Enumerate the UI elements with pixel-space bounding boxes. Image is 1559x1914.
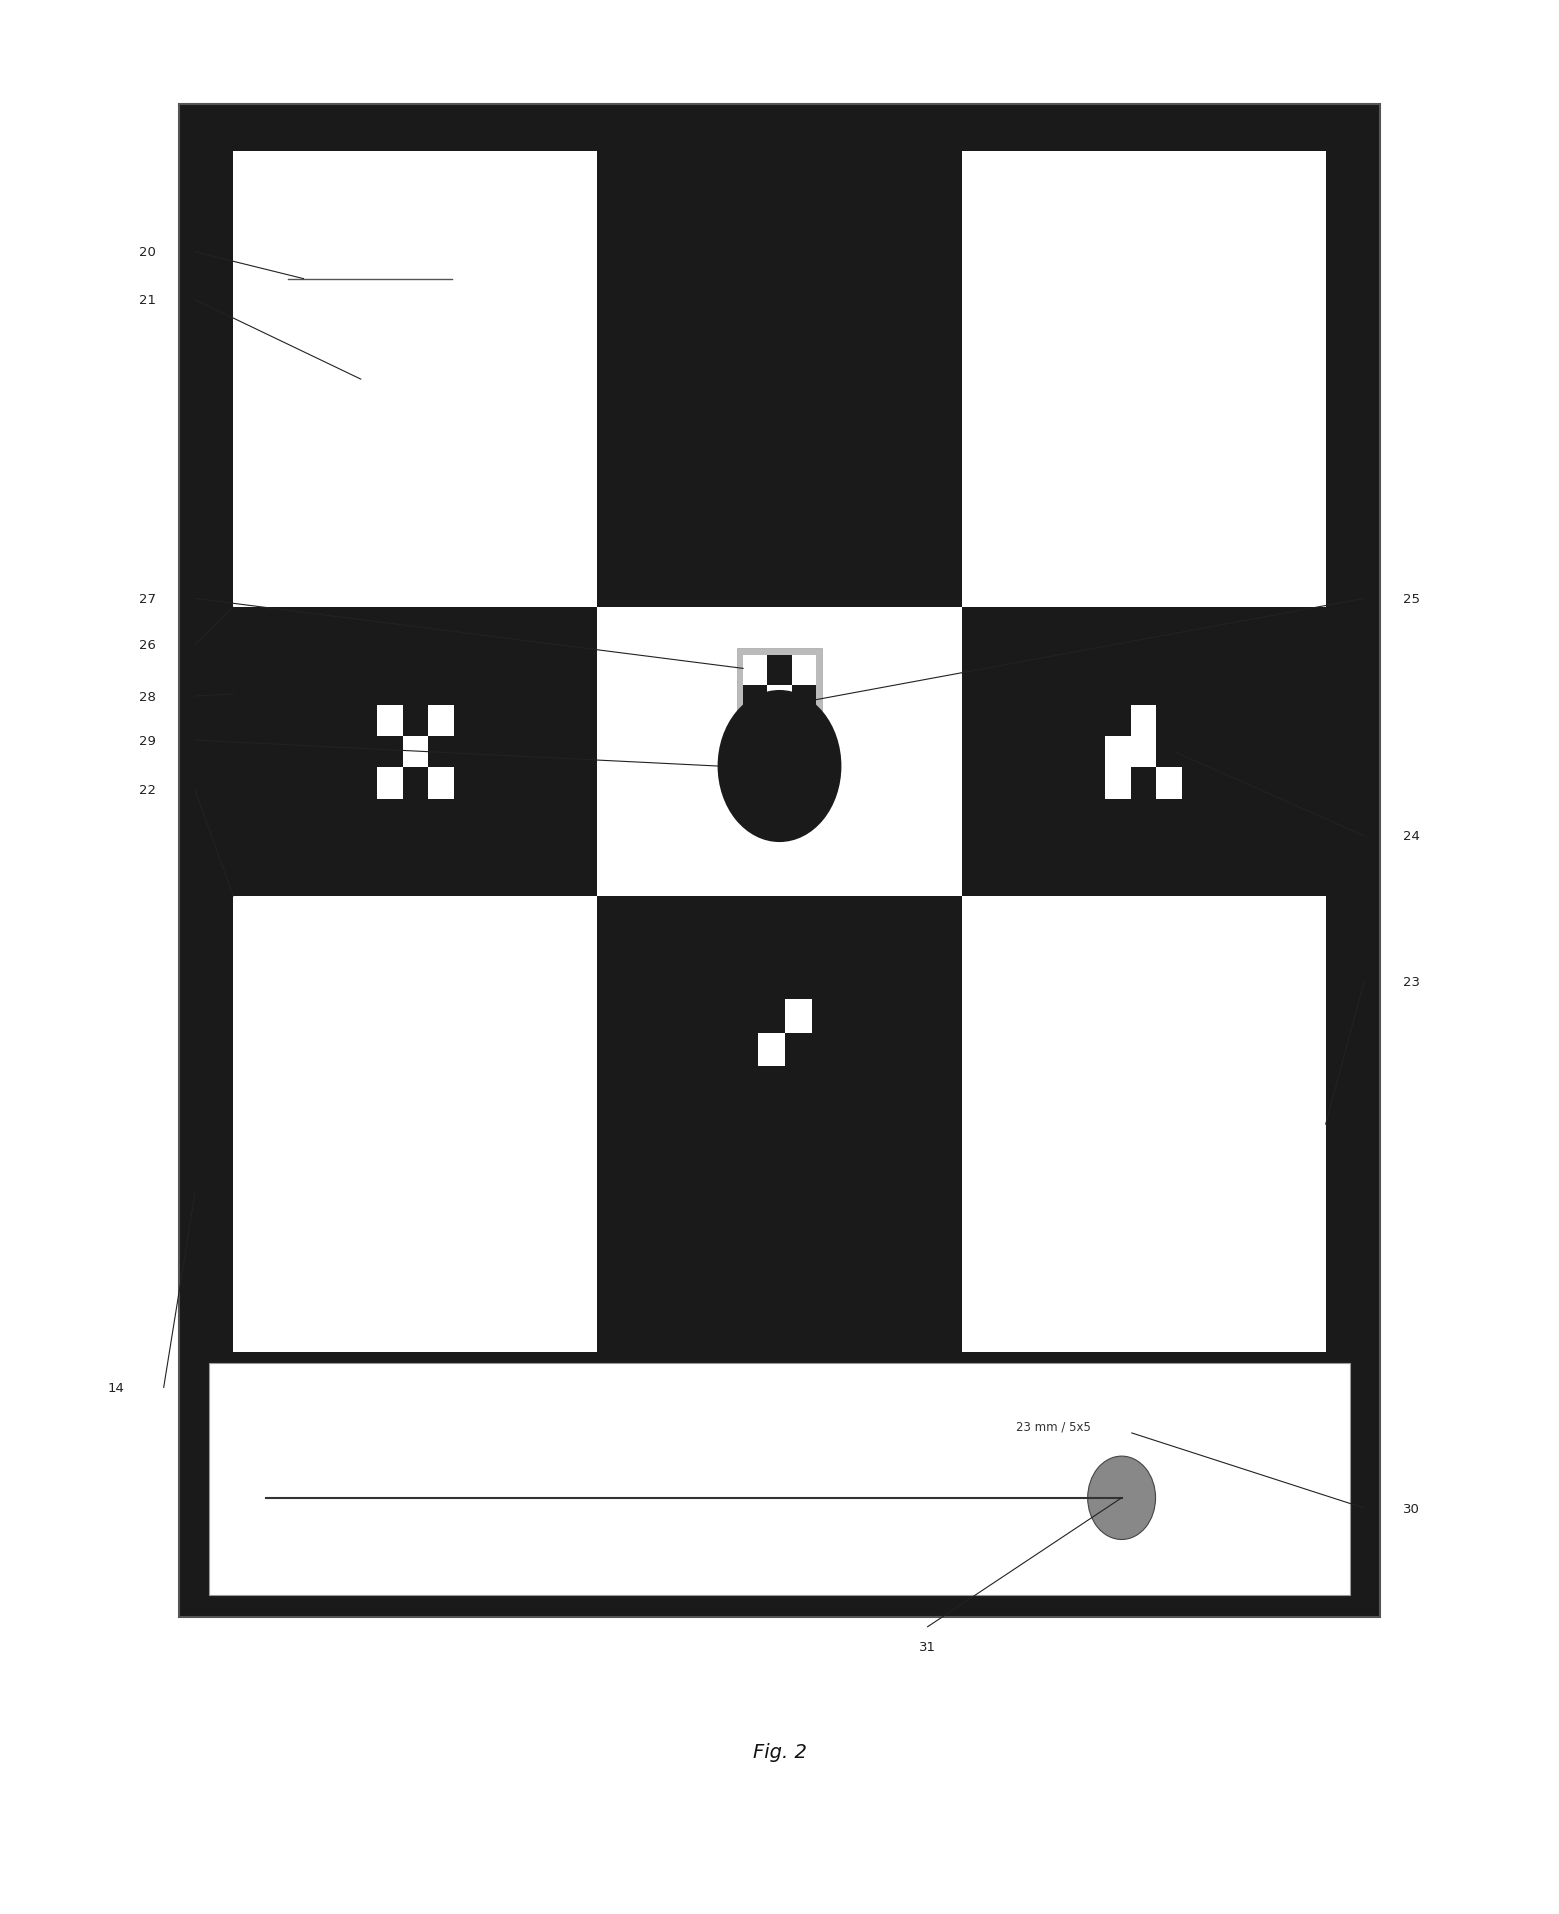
- Bar: [234, 896, 597, 1353]
- Circle shape: [717, 691, 842, 842]
- Text: 21: 21: [139, 295, 156, 306]
- Bar: [234, 609, 597, 896]
- Bar: [597, 609, 962, 896]
- Text: 31: 31: [920, 1640, 935, 1654]
- Bar: [744, 685, 767, 716]
- Bar: [597, 151, 962, 609]
- Text: 24: 24: [1403, 831, 1420, 842]
- Text: 30: 30: [1403, 1502, 1420, 1514]
- Bar: [792, 657, 815, 685]
- Bar: [1130, 704, 1157, 737]
- Bar: [1105, 737, 1130, 768]
- Bar: [209, 1365, 1350, 1594]
- Text: 20: 20: [139, 247, 156, 258]
- Text: Fig. 2: Fig. 2: [753, 1742, 806, 1761]
- Bar: [402, 737, 429, 768]
- Bar: [1105, 768, 1130, 800]
- Text: 14: 14: [108, 1382, 125, 1393]
- Bar: [792, 716, 815, 745]
- Bar: [429, 768, 454, 800]
- Bar: [377, 768, 402, 800]
- Bar: [792, 685, 815, 716]
- Bar: [786, 999, 812, 1034]
- Bar: [179, 105, 1380, 1617]
- Bar: [1157, 768, 1182, 800]
- Text: 26: 26: [139, 639, 156, 651]
- Circle shape: [1088, 1457, 1155, 1539]
- Bar: [744, 716, 767, 745]
- Bar: [737, 649, 822, 752]
- Bar: [744, 657, 767, 685]
- Bar: [962, 896, 1325, 1353]
- Text: 25: 25: [1403, 593, 1420, 605]
- Text: 23: 23: [1403, 976, 1420, 988]
- Bar: [767, 685, 792, 716]
- Bar: [429, 704, 454, 737]
- Text: 22: 22: [139, 785, 156, 796]
- Text: 29: 29: [139, 735, 156, 746]
- Text: 23 mm / 5x5: 23 mm / 5x5: [1016, 1420, 1091, 1434]
- Bar: [962, 151, 1325, 609]
- Text: 27: 27: [139, 593, 156, 605]
- Bar: [597, 896, 962, 1353]
- Bar: [962, 609, 1325, 896]
- Text: 28: 28: [139, 691, 156, 702]
- Bar: [758, 1034, 786, 1066]
- Bar: [767, 657, 792, 685]
- Bar: [1130, 737, 1157, 768]
- Bar: [377, 704, 402, 737]
- Bar: [767, 716, 792, 745]
- Bar: [234, 151, 597, 609]
